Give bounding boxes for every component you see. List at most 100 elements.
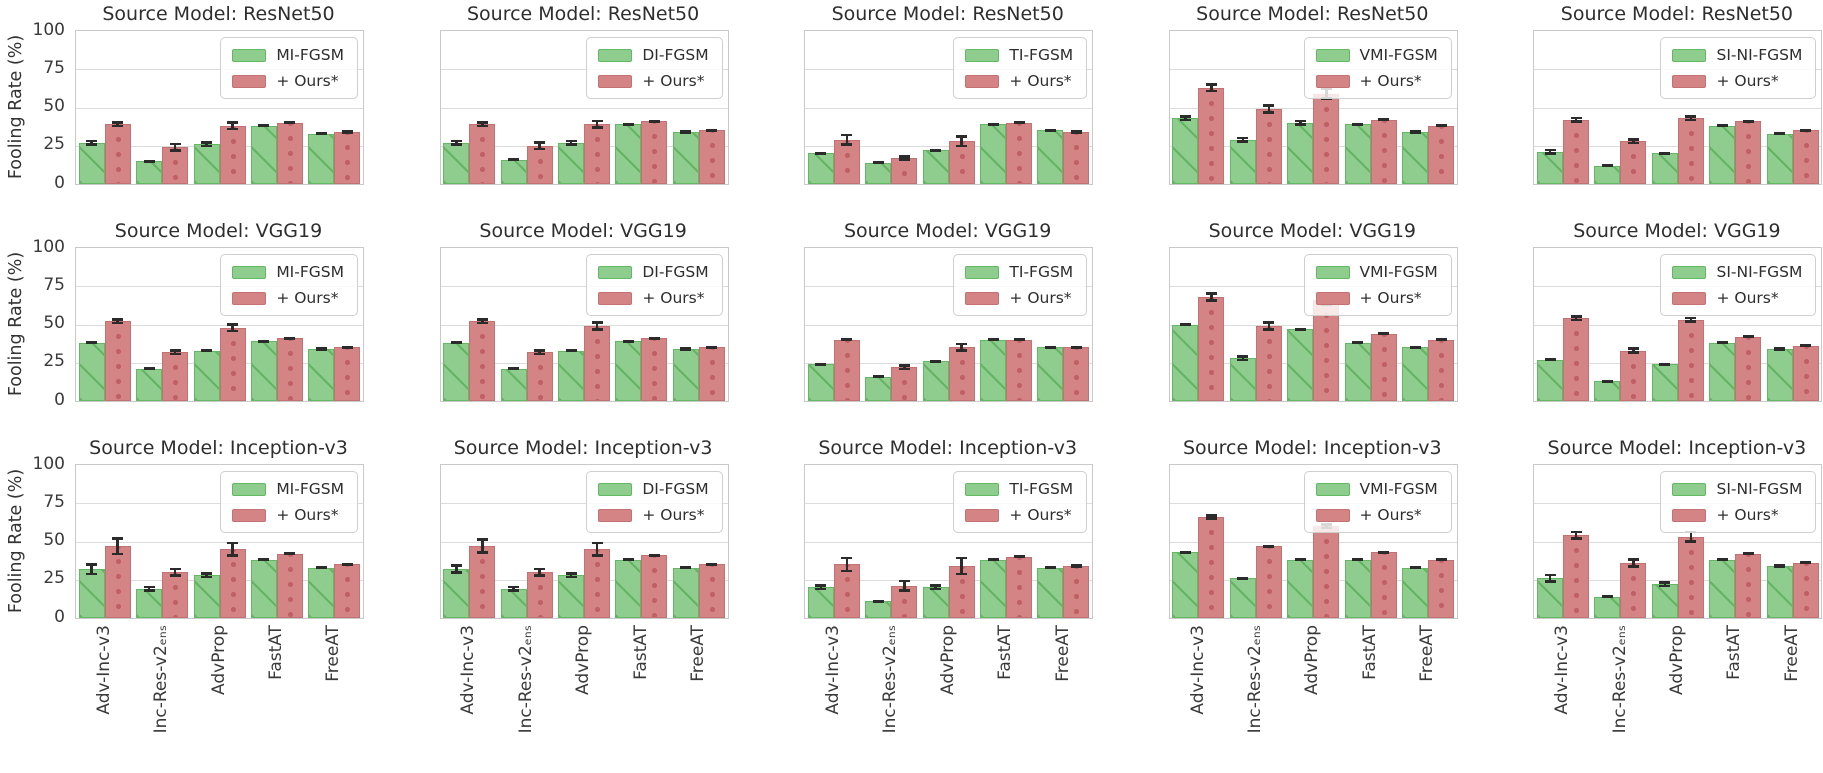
error-bar-cap <box>1800 129 1812 132</box>
error-bar-cap <box>1685 320 1697 323</box>
error-bar-cap <box>284 552 296 556</box>
error-bar-cap <box>1294 558 1306 562</box>
bar-baseline <box>308 133 335 184</box>
bar-ours <box>276 122 303 184</box>
error-bar-cap <box>1044 129 1056 132</box>
error-bar-cap <box>169 352 181 356</box>
bar-baseline <box>1402 567 1429 618</box>
error-bar-cap <box>112 321 124 325</box>
error-bar-cap <box>476 551 488 554</box>
error-bar-line <box>454 139 458 146</box>
error-bar-cap <box>680 347 692 351</box>
error-bar-cap <box>1570 120 1582 123</box>
bar-ours <box>698 564 725 618</box>
error-bar-cap <box>450 139 462 143</box>
legend-swatch-ours <box>1315 291 1350 305</box>
error-bar-cap <box>1716 124 1728 128</box>
bar-baseline <box>250 125 277 184</box>
error-bar-cap <box>956 144 968 148</box>
error-bar-cap <box>227 322 238 326</box>
bar-baseline <box>500 368 527 401</box>
error-bar-line <box>116 318 119 325</box>
error-bar-cap <box>86 143 98 146</box>
bar-ours <box>276 553 303 618</box>
error-bar-cap <box>1205 89 1217 93</box>
error-bar-cap <box>284 121 296 125</box>
error-bar-line <box>231 121 234 131</box>
legend-label: + Ours* <box>276 506 339 524</box>
error-bar-line <box>902 579 906 592</box>
error-bar-cap <box>1544 152 1556 155</box>
error-bar-cap <box>1627 564 1639 568</box>
plot-area: VMI-FGSM + Ours* <box>1168 30 1458 185</box>
legend-swatch-ours <box>965 291 1000 305</box>
error-bar-cap <box>987 558 999 562</box>
bar-ours <box>948 565 975 618</box>
legend-swatch-baseline <box>965 482 1000 496</box>
bar-baseline <box>1229 139 1256 184</box>
error-bar-line <box>902 154 906 162</box>
error-bar-cap <box>1716 341 1728 345</box>
plot-area: SI-NI-FGSM + Ours* <box>1533 464 1823 619</box>
bar-baseline <box>615 124 642 184</box>
subplot-title: Source Model: VGG19 <box>1208 220 1416 242</box>
error-bar-cap <box>1070 346 1082 349</box>
error-bar-cap <box>1378 551 1390 554</box>
bar-ours <box>641 121 668 184</box>
error-bar-cap <box>930 360 942 363</box>
error-bar-cap <box>534 141 546 144</box>
legend-swatch-ours <box>1315 74 1350 88</box>
bar-ours <box>1255 326 1282 401</box>
error-bar-cap <box>622 558 634 562</box>
bar-baseline <box>615 341 642 401</box>
error-bar-line <box>538 348 541 356</box>
legend: VMI-FGSM + Ours* <box>1303 37 1452 99</box>
legend: TI-FGSM + Ours* <box>953 37 1088 99</box>
error-bar-cap <box>201 349 212 353</box>
y-tick-label: 0 <box>54 172 65 193</box>
error-bar-cap <box>450 571 462 574</box>
error-bar-line <box>1663 581 1667 588</box>
error-bar-cap <box>143 159 155 163</box>
error-bar-cap <box>706 563 718 566</box>
legend-entry: VMI-FGSM <box>1315 46 1438 64</box>
bar-baseline <box>558 575 585 618</box>
error-bar-line <box>595 119 599 129</box>
error-bar-cap <box>476 318 488 321</box>
legend-label: DI-FGSM <box>642 263 709 281</box>
y-axis-label: Fooling Rate (%) <box>6 251 26 396</box>
error-bar-cap <box>1409 566 1421 570</box>
error-bar-cap <box>201 572 212 575</box>
error-bar-line <box>231 322 234 333</box>
bar-ours <box>526 145 553 184</box>
legend-entry: MI-FGSM <box>232 480 344 498</box>
bar-baseline <box>865 376 892 401</box>
error-bar-cap <box>1013 555 1025 559</box>
error-bar-line <box>1689 115 1693 122</box>
error-bar-cap <box>315 132 327 136</box>
bar-baseline <box>980 339 1007 401</box>
legend-label: + Ours* <box>1716 506 1779 524</box>
error-bar-cap <box>1627 141 1639 145</box>
error-bar-line <box>454 564 458 574</box>
legend-label: DI-FGSM <box>642 46 709 64</box>
bar-baseline <box>1537 578 1564 618</box>
error-bar-cap <box>1716 558 1728 562</box>
error-bar-cap <box>591 328 603 331</box>
error-bar-cap <box>1237 140 1249 143</box>
error-bar-line <box>595 321 599 331</box>
error-bar-cap <box>680 566 692 570</box>
error-bar-cap <box>872 161 884 165</box>
x-tick-label: FastAT <box>995 625 1016 680</box>
bar-ours <box>1063 347 1090 401</box>
y-tick-label: 0 <box>54 389 65 410</box>
error-bar-cap <box>1070 130 1082 134</box>
error-bar-cap <box>1205 298 1217 302</box>
error-bar-cap <box>565 572 577 575</box>
x-tick-label: FreeAT <box>323 625 344 682</box>
bar-baseline <box>1651 153 1678 184</box>
grid-line <box>76 69 363 71</box>
error-bar-cap <box>112 552 124 556</box>
error-bar-cap <box>1435 558 1447 562</box>
bar-ours <box>1563 318 1590 401</box>
